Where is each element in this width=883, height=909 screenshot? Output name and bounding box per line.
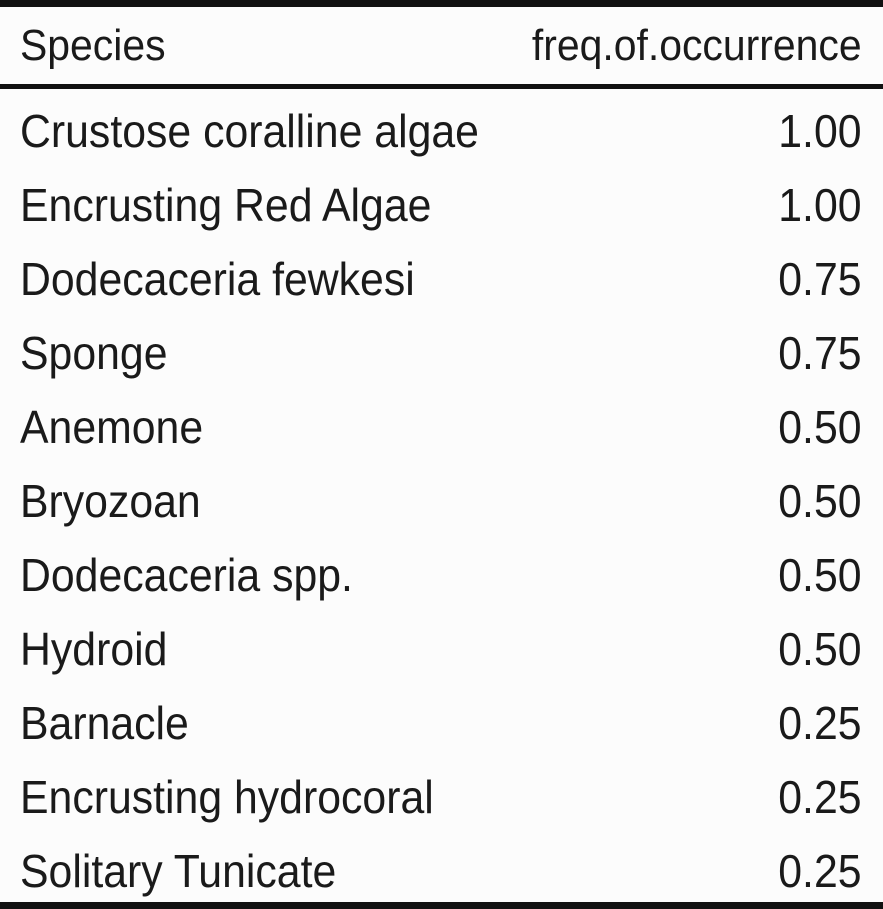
species-cell: Anemone [20,401,204,453]
table-row: Bryozoan 0.50 [0,464,883,538]
table-row: Sponge 0.75 [0,316,883,390]
table-row: Dodecaceria fewkesi 0.75 [0,242,883,316]
freq-cell: 0.25 [778,771,862,823]
freq-cell: 0.25 [778,697,862,749]
freq-cell: 1.00 [778,179,862,231]
table-header-row: Species freq.of.occurrence [0,7,883,89]
species-cell: Barnacle [20,697,189,749]
table-row: Hydroid 0.50 [0,612,883,686]
table-row: Dodecaceria spp. 0.50 [0,538,883,612]
table-row: Crustose coralline algae 1.00 [0,94,883,168]
table-row: Solitary Tunicate 0.25 [0,834,883,908]
species-cell: Encrusting hydrocoral [20,771,434,823]
freq-cell: 0.50 [778,401,862,453]
freq-cell: 0.75 [778,253,862,305]
table-row: Encrusting Red Algae 1.00 [0,168,883,242]
species-cell: Crustose coralline algae [20,105,479,157]
species-cell: Sponge [20,327,168,379]
species-cell: Hydroid [20,623,168,675]
freq-cell: 0.50 [778,623,862,675]
column-header-freq: freq.of.occurrence [532,21,862,70]
species-cell: Bryozoan [20,475,201,527]
species-cell: Solitary Tunicate [20,845,337,897]
table-body: Crustose coralline algae 1.00 Encrusting… [0,94,883,908]
freq-cell: 1.00 [778,105,862,157]
column-header-species: Species [20,21,166,70]
table-row: Encrusting hydrocoral 0.25 [0,760,883,834]
freq-cell: 0.50 [778,549,862,601]
freq-cell: 0.50 [778,475,862,527]
species-cell: Encrusting Red Algae [20,179,432,231]
table-row: Barnacle 0.25 [0,686,883,760]
freq-cell: 0.75 [778,327,862,379]
table-row: Anemone 0.50 [0,390,883,464]
species-cell: Dodecaceria spp. [20,549,353,601]
freq-cell: 0.25 [778,845,862,897]
species-cell: Dodecaceria fewkesi [20,253,415,305]
